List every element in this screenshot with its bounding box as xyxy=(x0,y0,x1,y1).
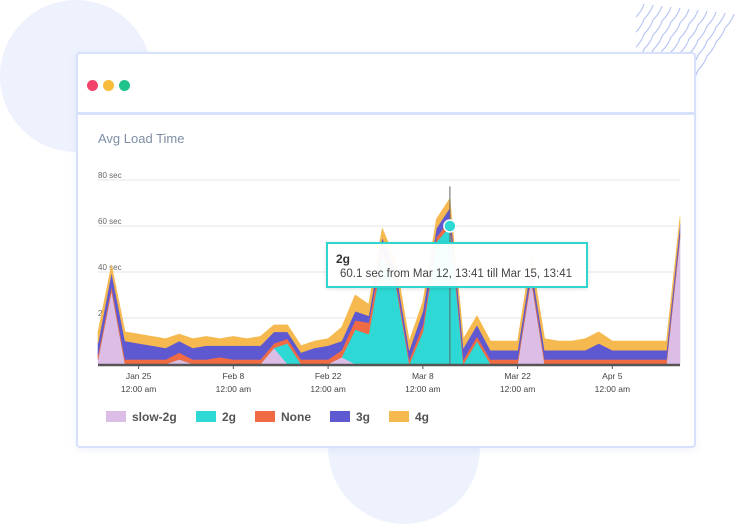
wave-line xyxy=(636,6,672,63)
x-tick-label-date: Mar 8 xyxy=(412,371,434,381)
close-dot-icon[interactable] xyxy=(87,80,98,91)
x-tick-label-date: Mar 22 xyxy=(504,371,531,381)
area-4g[interactable] xyxy=(97,197,681,353)
y-tick-label: 40 sec xyxy=(98,263,122,272)
legend-label: 2g xyxy=(222,410,237,424)
legend-swatch xyxy=(196,411,216,422)
x-tick-label-date: Jan 25 xyxy=(126,371,152,381)
y-tick-label: 80 sec xyxy=(98,171,122,180)
legend-swatch xyxy=(255,411,275,422)
legend-label: slow-2g xyxy=(132,410,177,424)
x-tick-label-time: 12:00 am xyxy=(310,384,345,394)
x-tick-label-time: 12:00 am xyxy=(595,384,630,394)
tooltip-value-text: 60.1 sec from Mar 12, 13:41 till Mar 15,… xyxy=(340,268,573,280)
wave-line xyxy=(636,7,681,78)
minimize-dot-icon[interactable] xyxy=(103,80,114,91)
wave-line xyxy=(636,5,663,48)
x-tick-label-time: 12:00 am xyxy=(121,384,156,394)
y-tick-label: 60 sec xyxy=(98,217,122,226)
chart-title: Avg Load Time xyxy=(98,131,185,146)
x-tick-label-time: 12:00 am xyxy=(216,384,251,394)
legend-swatch xyxy=(330,411,350,422)
legend-swatch xyxy=(106,411,126,422)
tooltip-series-name: 2g xyxy=(336,252,351,266)
legend-swatch xyxy=(389,411,409,422)
x-tick-label-time: 12:00 am xyxy=(405,384,440,394)
legend-label: 3g xyxy=(356,410,371,424)
maximize-dot-icon[interactable] xyxy=(119,80,130,91)
hover-point-marker xyxy=(443,219,457,233)
wave-line xyxy=(636,4,654,33)
legend-label: None xyxy=(281,410,311,424)
legend-label: 4g xyxy=(415,410,430,424)
x-tick-label-time: 12:00 am xyxy=(500,384,535,394)
window-titlebar xyxy=(78,54,694,115)
x-tick-label-date: Feb 22 xyxy=(315,371,342,381)
x-tick-label-date: Feb 8 xyxy=(222,371,244,381)
chart-tooltip: 2g 60.1 sec from Mar 12, 13:41 till Mar … xyxy=(326,242,588,288)
x-tick-label-date: Apr 5 xyxy=(602,371,623,381)
